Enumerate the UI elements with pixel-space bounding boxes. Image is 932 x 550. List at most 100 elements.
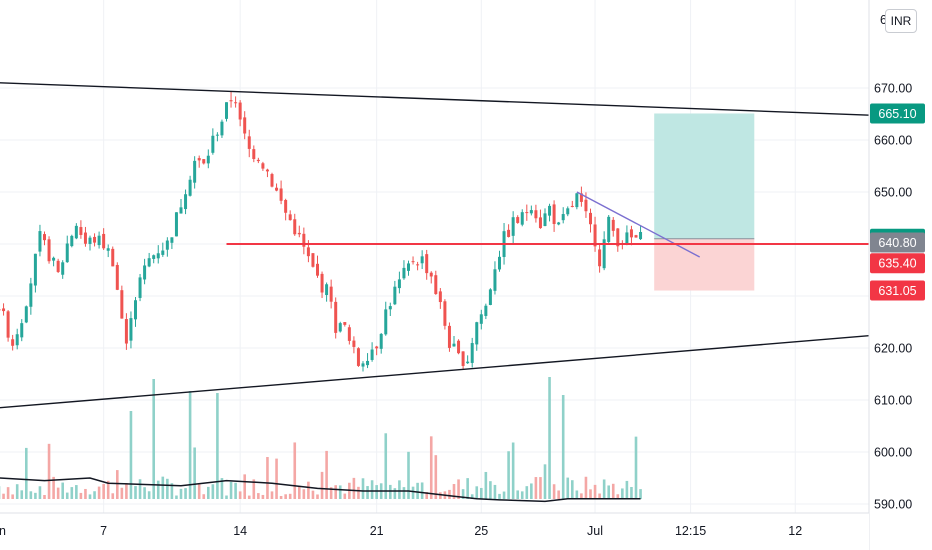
volume-bar: [20, 490, 23, 499]
candle-body: [98, 236, 101, 245]
candle-body: [357, 348, 360, 366]
volume-bar: [503, 492, 506, 499]
candle-body: [120, 290, 123, 318]
candle-body: [548, 206, 551, 216]
candle-body: [271, 174, 274, 187]
candle-body: [339, 323, 342, 331]
volume-bar: [553, 484, 556, 499]
position-zones[interactable]: [654, 113, 754, 290]
candle-body: [20, 323, 23, 337]
candle-body: [79, 227, 82, 235]
candle-body: [512, 217, 515, 236]
volume-bar: [312, 491, 315, 499]
volume-bar: [152, 379, 155, 499]
candle-body: [70, 236, 73, 246]
candle-body: [598, 249, 601, 266]
candle-body: [416, 264, 419, 265]
candle-body: [375, 347, 378, 349]
volume-bar: [266, 457, 269, 499]
volume-bar: [198, 484, 201, 499]
candle-body: [393, 287, 396, 305]
volume-bar: [134, 486, 137, 499]
volume-bar: [34, 493, 37, 499]
price-tick-label: 660.00: [874, 134, 912, 148]
price-axis[interactable]: 6 590.00600.00610.00620.00630.00640.0065…: [869, 0, 932, 550]
volume-bar: [239, 491, 242, 499]
volume-bar: [262, 495, 265, 499]
volume-bar: [275, 459, 278, 499]
volume-bar: [485, 472, 488, 499]
candle-body: [211, 136, 214, 153]
candle-body: [161, 251, 164, 255]
candle-body: [575, 193, 578, 207]
volume-bar: [271, 491, 274, 499]
price-tick-label: 670.00: [874, 82, 912, 96]
candle-body: [280, 188, 283, 200]
candle-body: [16, 334, 19, 345]
volume-bar: [316, 494, 319, 499]
candle-body: [266, 170, 269, 172]
stop-zone[interactable]: [654, 239, 754, 291]
candle-body: [343, 322, 346, 325]
currency-button[interactable]: INR: [885, 9, 917, 33]
candle-body: [170, 237, 173, 242]
price-label-text: 635.40: [878, 257, 916, 271]
volume-bar: [535, 477, 538, 499]
volume-bar: [603, 479, 606, 499]
target-zone[interactable]: [654, 113, 754, 238]
volume-bar: [234, 483, 237, 499]
candle-body: [557, 222, 560, 224]
candle-body: [311, 253, 314, 267]
volume-bar: [626, 481, 629, 499]
candle-body: [562, 214, 565, 220]
candle-body: [421, 256, 424, 263]
candle-body: [107, 248, 110, 251]
candle-body: [38, 231, 41, 252]
candle-body: [389, 306, 392, 309]
time-tick-label: 12: [788, 524, 802, 538]
candle-body: [466, 362, 469, 364]
volume-bar: [448, 490, 451, 499]
candle-body: [325, 284, 328, 295]
candle-body: [252, 149, 255, 159]
volume-bar: [2, 494, 5, 499]
volume-bar: [557, 490, 560, 499]
candle-body: [93, 237, 96, 243]
candle-body: [284, 200, 287, 213]
candle-body: [52, 258, 55, 261]
drawn-lines[interactable]: [0, 83, 909, 408]
volume-bar: [571, 480, 574, 499]
candle-body: [639, 232, 642, 239]
candle-body: [471, 343, 474, 363]
volume-bar: [339, 485, 342, 499]
volume-bar: [243, 474, 246, 499]
candle-body: [371, 350, 374, 360]
volume-bar: [494, 485, 497, 499]
candlesticks: [0, 92, 642, 372]
volume-bar: [57, 488, 60, 499]
candle-body: [189, 180, 192, 196]
volume-bar: [280, 496, 283, 499]
candle-body: [48, 239, 51, 261]
volume-bar: [562, 395, 565, 499]
candle-body: [220, 122, 223, 136]
candle-body: [635, 235, 638, 237]
time-tick-label: Jul: [587, 524, 603, 538]
time-tick-label: 14: [233, 524, 247, 538]
price-tick-label: 600.00: [874, 446, 912, 460]
candle-body: [216, 135, 219, 136]
candle-body: [530, 210, 533, 213]
candle-body: [453, 344, 456, 347]
volume-bar: [398, 480, 401, 499]
volume-bar: [7, 487, 10, 499]
volume-bar: [111, 493, 114, 499]
time-tick-label: 25: [474, 524, 488, 538]
candle-body: [443, 301, 446, 326]
candle-body: [11, 339, 14, 346]
volume-bar: [230, 482, 233, 499]
candle-body: [166, 241, 169, 250]
candle-body: [293, 219, 296, 234]
volume-bar: [389, 485, 392, 499]
time-axis[interactable]: un 7 14 21 25 Jul 12:15 12: [0, 513, 869, 550]
